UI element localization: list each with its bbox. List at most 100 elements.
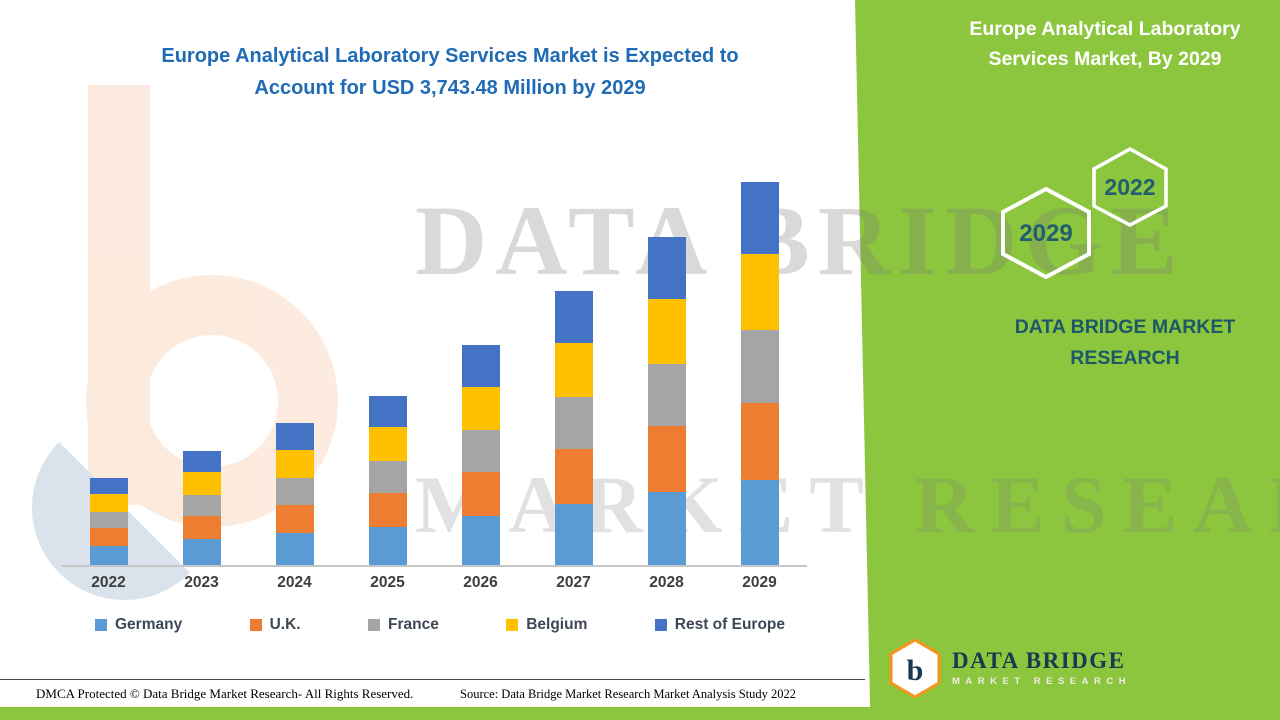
- legend-label-rest-of-europe: Rest of Europe: [674, 616, 785, 633]
- x-axis-labels: 2022 2023 2024 2025 2026 2027 2028 2029: [62, 574, 807, 592]
- x-axis-label-2026: 2026: [463, 574, 498, 591]
- bar-segment-france: [368, 461, 407, 494]
- bar-segment-rest-of-europe: [182, 450, 221, 473]
- bar-stack-2022: [89, 478, 128, 565]
- bar-segment-rest-of-europe: [554, 290, 593, 343]
- legend-swatch-rest-of-europe: [654, 619, 667, 631]
- bar-segment-belgium: [368, 427, 407, 462]
- bar-segment-germany: [554, 503, 593, 565]
- dbmr-logo-emblem: b: [889, 638, 941, 698]
- bar-2026: [434, 345, 527, 565]
- watermark-text-line1: DATA BRIDGE: [415, 185, 1186, 296]
- bar-segment-rest-of-europe: [740, 182, 779, 255]
- dbmr-logo-text: DATA BRIDGE MARKET RESEARCH: [952, 648, 1131, 688]
- legend-label-germany: Germany: [115, 616, 183, 633]
- chart-title-line2: Account for USD 3,743.48 Million by 2029: [254, 77, 646, 99]
- bar-2023: [155, 450, 248, 565]
- bar-2024: [248, 422, 341, 565]
- dbmr-logo-tagline: MARKET RESEARCH: [952, 676, 1132, 688]
- brand-caption-line1: DATA BRIDGE MARKET: [1014, 316, 1236, 338]
- dbmr-logo: b DATA BRIDGE MARKET RESEARCH: [888, 638, 1131, 698]
- footer-divider: [0, 679, 865, 680]
- bar-segment-rest-of-europe: [368, 395, 407, 428]
- legend-item-belgium: Belgium: [506, 616, 587, 634]
- bar-2029: [713, 182, 806, 565]
- hexagon-2029-label: 2029: [1019, 220, 1072, 247]
- bar-stack-2028: [647, 237, 686, 565]
- bar-segment-france: [461, 430, 500, 472]
- hexagon-2029-outline: [1001, 186, 1091, 280]
- hexagon-2022-outline: [1092, 146, 1168, 227]
- bar-stack-2026: [461, 345, 500, 565]
- bar-segment-france: [182, 494, 221, 517]
- legend-label-u-k-: U.K.: [269, 616, 301, 633]
- bar-2027: [527, 290, 620, 565]
- bar-segment-u-k-: [89, 528, 128, 546]
- bar-segment-germany: [89, 545, 128, 565]
- chart-title-line1: Europe Analytical Laboratory Services Ma…: [161, 45, 739, 67]
- x-axis-label-2024: 2024: [277, 574, 312, 591]
- bar-segment-germany: [647, 491, 686, 565]
- bar-segment-rest-of-europe: [89, 478, 128, 495]
- bar-segment-france: [647, 363, 686, 427]
- x-axis-label-2029: 2029: [742, 574, 777, 591]
- legend-item-u-k-: U.K.: [249, 616, 301, 634]
- x-axis-label-2025: 2025: [370, 574, 405, 591]
- bar-segment-france: [89, 511, 128, 529]
- side-title-line1: Europe Analytical Laboratory: [969, 18, 1241, 40]
- bar-stack-2027: [554, 290, 593, 565]
- x-axis-label-2022: 2022: [91, 574, 126, 591]
- legend-swatch-belgium: [506, 619, 519, 631]
- bar-segment-u-k-: [182, 516, 221, 540]
- dmca-notice: DMCA Protected © Data Bridge Market Rese…: [36, 686, 414, 701]
- bar-segment-france: [554, 396, 593, 449]
- bar-segment-germany: [461, 515, 500, 565]
- bar-segment-belgium: [182, 472, 221, 495]
- dbmr-logo-name: DATA BRIDGE: [952, 648, 1126, 674]
- bar-segment-u-k-: [368, 493, 407, 528]
- bar-segment-belgium: [740, 254, 779, 330]
- bar-2022: [62, 478, 155, 565]
- bar-segment-germany: [740, 479, 779, 565]
- dbmr-emblem-hexagon: [889, 638, 941, 698]
- bar-segment-rest-of-europe: [275, 422, 314, 450]
- legend-item-rest-of-europe: Rest of Europe: [654, 616, 785, 634]
- x-axis-label-2023: 2023: [184, 574, 219, 591]
- bar-stack-2029: [740, 182, 779, 565]
- bar-segment-france: [740, 329, 779, 403]
- legend-item-france: France: [367, 616, 439, 634]
- legend-swatch-france: [367, 619, 380, 631]
- bar-stack-2025: [368, 395, 407, 565]
- bar-segment-u-k-: [740, 402, 779, 480]
- bar-segment-belgium: [554, 342, 593, 397]
- bar-segment-rest-of-europe: [461, 345, 500, 387]
- bar-stack-2024: [275, 422, 314, 565]
- bar-segment-germany: [368, 527, 407, 565]
- side-panel-title: Europe Analytical Laboratory Services Ma…: [945, 14, 1265, 74]
- legend-label-france: France: [387, 616, 439, 633]
- bar-segment-u-k-: [647, 426, 686, 492]
- bar-segment-u-k-: [461, 471, 500, 516]
- brand-caption-line2: RESEARCH: [1070, 347, 1180, 370]
- bar-segment-france: [275, 477, 314, 505]
- x-axis-label-2028: 2028: [649, 574, 684, 591]
- hexagon-2022-label: 2022: [1104, 174, 1155, 200]
- hexagon-2022: 2022: [1092, 146, 1168, 227]
- bar-segment-belgium: [89, 494, 128, 512]
- bar-segment-u-k-: [554, 448, 593, 504]
- legend-item-germany: Germany: [95, 616, 182, 634]
- bar-2028: [620, 237, 713, 565]
- bar-segment-belgium: [647, 298, 686, 364]
- bar-segment-u-k-: [275, 504, 314, 534]
- bar-segment-germany: [182, 539, 221, 565]
- brand-caption: DATA BRIDGE MARKET RESEARCH: [985, 312, 1265, 374]
- legend-swatch-u-k-: [249, 619, 262, 631]
- chart-title: Europe Analytical Laboratory Services Ma…: [90, 40, 810, 104]
- bar-segment-germany: [275, 533, 314, 565]
- legend-swatch-germany: [95, 619, 107, 631]
- bar-segment-belgium: [275, 449, 314, 478]
- bar-chart-plot: [62, 180, 807, 567]
- side-title-line2: Services Market, By 2029: [988, 48, 1222, 71]
